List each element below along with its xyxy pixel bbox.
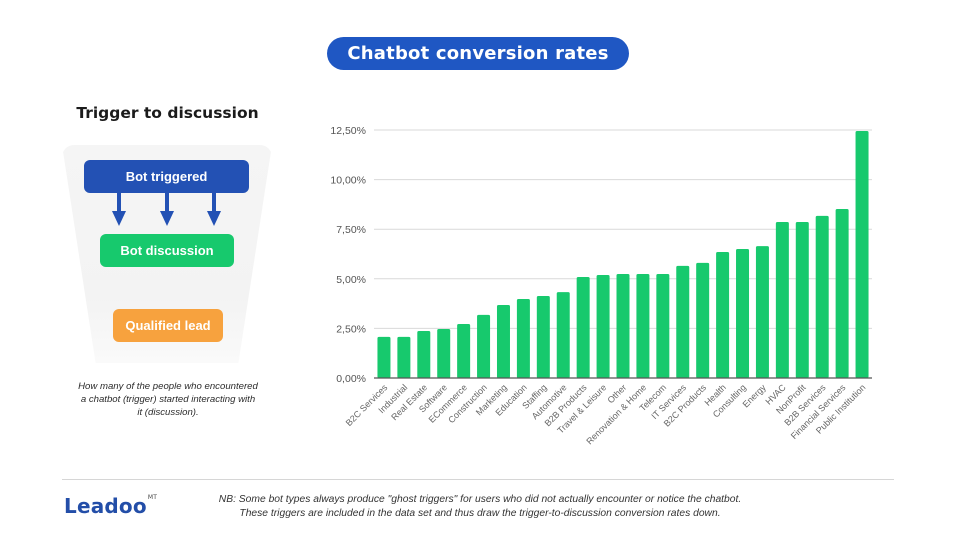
y-tick-label: 5,00% [336, 274, 366, 286]
arrow-down-icon [112, 193, 126, 226]
bar [815, 215, 829, 378]
footnote-line: These triggers are included in the data … [239, 507, 721, 519]
bar [556, 292, 570, 378]
bar [377, 336, 391, 378]
bar [636, 274, 650, 378]
bar [755, 246, 769, 378]
bar [795, 222, 809, 378]
arrow-down-icon [160, 193, 174, 226]
footnote-line: NB: Some bot types always produce "ghost… [218, 494, 742, 505]
bar [536, 296, 550, 378]
bar [835, 208, 849, 378]
bar [696, 262, 710, 378]
bar [855, 130, 869, 378]
funnel-diagram: Bot triggered Bot discussion Qualified l… [62, 145, 272, 363]
bar [417, 330, 431, 378]
bar [516, 299, 530, 378]
y-tick-label: 12,50% [330, 125, 366, 137]
bar [437, 328, 451, 378]
leadoo-logo: LeadooMT [64, 494, 157, 518]
bar [656, 274, 670, 378]
bar [616, 274, 630, 378]
funnel-step-bot-discussion: Bot discussion [100, 234, 234, 267]
y-tick-label: 0,00% [336, 373, 366, 385]
logo-text: Leadoo [64, 494, 147, 518]
bar [397, 336, 411, 378]
y-tick-label: 10,00% [330, 175, 366, 187]
bar [676, 265, 690, 378]
y-tick-label: 7,50% [336, 224, 366, 236]
funnel-step-qualified-lead: Qualified lead [113, 309, 223, 342]
footer-divider [62, 479, 894, 480]
caption-line: a chatbot (trigger) started interacting … [80, 394, 256, 405]
bars [377, 130, 869, 378]
footnote: NB: Some bot types always produce "ghost… [170, 493, 790, 520]
bar [596, 275, 610, 378]
y-tick-label: 2,50% [336, 323, 366, 335]
bar [457, 324, 471, 378]
bar [775, 222, 789, 378]
x-tick-label: Energy [741, 382, 769, 410]
funnel-step-bot-triggered: Bot triggered [84, 160, 249, 193]
y-axis-ticks: 0,00% 2,50% 5,00% 7,50% 10,00% 12,50% [330, 125, 366, 385]
caption-line: How many of the people who encountered [78, 381, 258, 392]
bar [496, 304, 510, 378]
bar [576, 277, 590, 378]
funnel-caption: How many of the people who encountered a… [62, 380, 274, 419]
bar-chart: 0,00% 2,50% 5,00% 7,50% 10,00% 12,50% B2C Ser… [330, 125, 872, 446]
bar [477, 314, 491, 378]
chart-title-banner: Chatbot conversion rates [327, 37, 629, 70]
caption-line: it (discussion). [137, 407, 199, 418]
arrow-down-icon [207, 193, 221, 226]
logo-mark: MT [147, 494, 158, 502]
funnel-title: Trigger to discussion [76, 104, 259, 122]
bar [736, 249, 750, 378]
bar [716, 252, 730, 378]
